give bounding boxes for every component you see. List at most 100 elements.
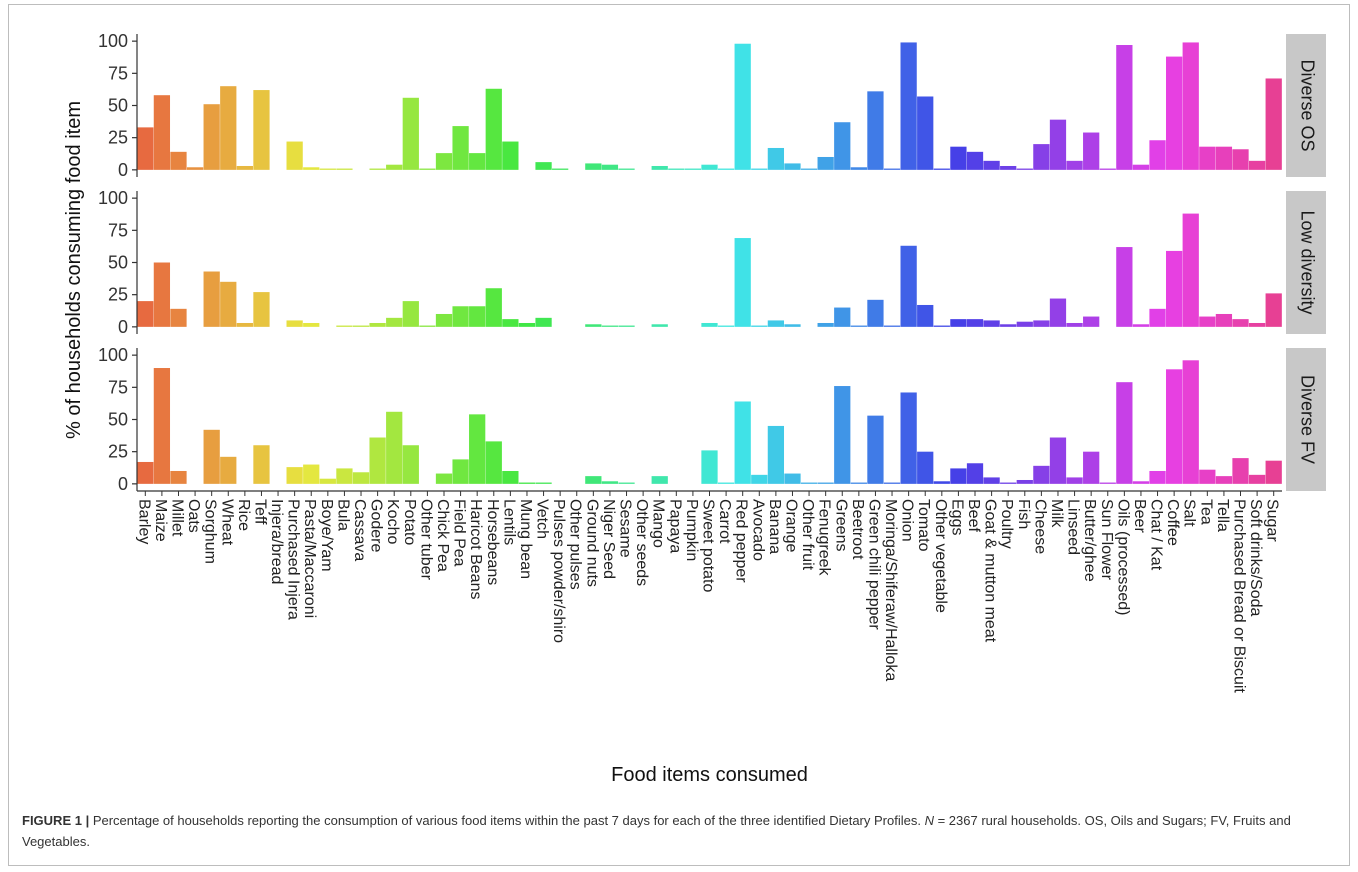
bar-2-29 <box>601 325 619 327</box>
bar-3-40 <box>784 473 801 484</box>
bar-1-28 <box>585 163 602 170</box>
bar-2-62 <box>1149 308 1166 327</box>
bar-3-50 <box>950 468 967 484</box>
bar-1-22 <box>485 88 502 170</box>
bar-1-53 <box>1000 165 1017 170</box>
bar-1-8 <box>253 90 270 170</box>
bar-1-57 <box>1066 160 1083 170</box>
bar-2-55 <box>1033 320 1050 327</box>
y-tick-label: 75 <box>108 220 128 240</box>
x-tick-label: Teff <box>251 499 268 525</box>
bar-1-43 <box>834 122 851 170</box>
x-tick-label: Avocado <box>749 499 766 561</box>
y-tick-label: 25 <box>108 128 128 148</box>
x-tick-label: Purchased Bread or Biscuit <box>1231 499 1248 693</box>
bar-2-14 <box>352 325 370 327</box>
bar-1-5 <box>203 104 220 170</box>
bar-3-3 <box>170 470 187 484</box>
x-tick-label: Horsebeans <box>484 499 501 585</box>
caption-text-2: = 2367 rural households. OS, Oils and Su… <box>22 813 1291 849</box>
bar-1-66 <box>1215 146 1233 170</box>
bar-2-13 <box>336 325 353 327</box>
x-tick-label: Fenugreek <box>816 499 833 576</box>
bar-3-57 <box>1066 477 1083 484</box>
x-tick-label: Moringa/Shiferaw/Halloka <box>882 499 899 681</box>
x-tick-label: Vetch <box>534 499 551 539</box>
bar-2-23 <box>502 319 519 327</box>
bar-2-36 <box>717 325 735 327</box>
bar-1-56 <box>1049 119 1067 170</box>
bar-2-45 <box>867 299 884 327</box>
bar-2-37 <box>734 238 751 327</box>
bar-1-34 <box>684 168 702 170</box>
x-tick-label: Carrot <box>716 499 733 544</box>
y-tick-label: 75 <box>108 63 128 83</box>
bar-2-44 <box>850 325 867 327</box>
bar-1-46 <box>883 168 901 170</box>
bar-3-52 <box>983 477 1000 484</box>
bar-1-26 <box>552 168 569 170</box>
bar-3-59 <box>1099 482 1116 484</box>
x-tick-label: Red pepper <box>733 499 750 583</box>
bar-2-50 <box>950 319 967 327</box>
bar-2-63 <box>1166 250 1183 327</box>
figure-caption: FIGURE 1 | Percentage of households repo… <box>22 810 1332 852</box>
bar-3-10 <box>286 467 303 484</box>
bar-3-28 <box>585 476 602 484</box>
caption-label: FIGURE 1 | <box>22 813 90 828</box>
x-tick-label: Other vegetable <box>932 499 949 613</box>
figure-frame <box>8 4 1350 866</box>
bar-2-28 <box>585 324 602 327</box>
bar-1-41 <box>800 168 818 170</box>
bar-1-38 <box>751 168 768 170</box>
bar-2-61 <box>1132 324 1150 327</box>
facet-label-2: Low diversity <box>1297 210 1317 314</box>
bar-3-46 <box>883 482 901 484</box>
bar-1-65 <box>1199 146 1216 170</box>
bar-3-21 <box>469 414 486 484</box>
bar-1-35 <box>701 164 718 170</box>
y-tick-label: 100 <box>98 188 128 208</box>
x-tick-label: Injera/bread <box>268 499 285 584</box>
bar-2-53 <box>1000 324 1017 327</box>
bar-2-25 <box>535 317 552 327</box>
x-tick-label: Potato <box>401 499 418 545</box>
bar-1-15 <box>369 168 386 170</box>
facet-strip-3 <box>1286 348 1326 491</box>
bar-3-45 <box>867 415 884 484</box>
x-tick-label: Chick Pea <box>434 499 451 572</box>
bar-1-33 <box>668 168 685 170</box>
bar-2-19 <box>435 313 453 327</box>
facet-strip-1 <box>1286 34 1326 177</box>
x-tick-label: Other seeds <box>633 499 650 586</box>
bar-1-23 <box>502 141 519 170</box>
bar-3-47 <box>900 392 917 484</box>
bar-1-3 <box>170 151 187 170</box>
bar-3-51 <box>966 463 984 484</box>
bar-1-17 <box>402 97 419 170</box>
bar-2-10 <box>286 320 303 327</box>
x-tick-label: Goat & mutton meat <box>982 499 999 643</box>
bar-1-69 <box>1265 78 1282 170</box>
x-tick-label: Sorghum <box>202 499 219 564</box>
x-tick-label: Sweet potato <box>700 499 717 593</box>
x-tick-label: Beef <box>965 499 982 532</box>
bar-2-39 <box>767 320 785 327</box>
facet-label-3: Diverse FV <box>1297 375 1317 464</box>
bar-2-24 <box>518 322 536 327</box>
bar-2-3 <box>170 308 187 327</box>
bar-2-7 <box>236 322 253 327</box>
y-tick-label: 0 <box>118 160 128 180</box>
bar-3-16 <box>386 411 403 484</box>
panel-1 <box>137 34 1282 177</box>
bar-2-67 <box>1232 319 1249 327</box>
x-tick-label: Godere <box>368 499 385 552</box>
bar-1-68 <box>1248 160 1266 170</box>
bar-2-1 <box>137 301 154 327</box>
bar-2-47 <box>900 245 917 327</box>
y-tick-label: 50 <box>108 253 128 273</box>
bar-2-46 <box>883 325 901 327</box>
bar-3-69 <box>1265 460 1282 484</box>
bar-3-19 <box>435 473 453 484</box>
bar-1-51 <box>966 151 984 170</box>
